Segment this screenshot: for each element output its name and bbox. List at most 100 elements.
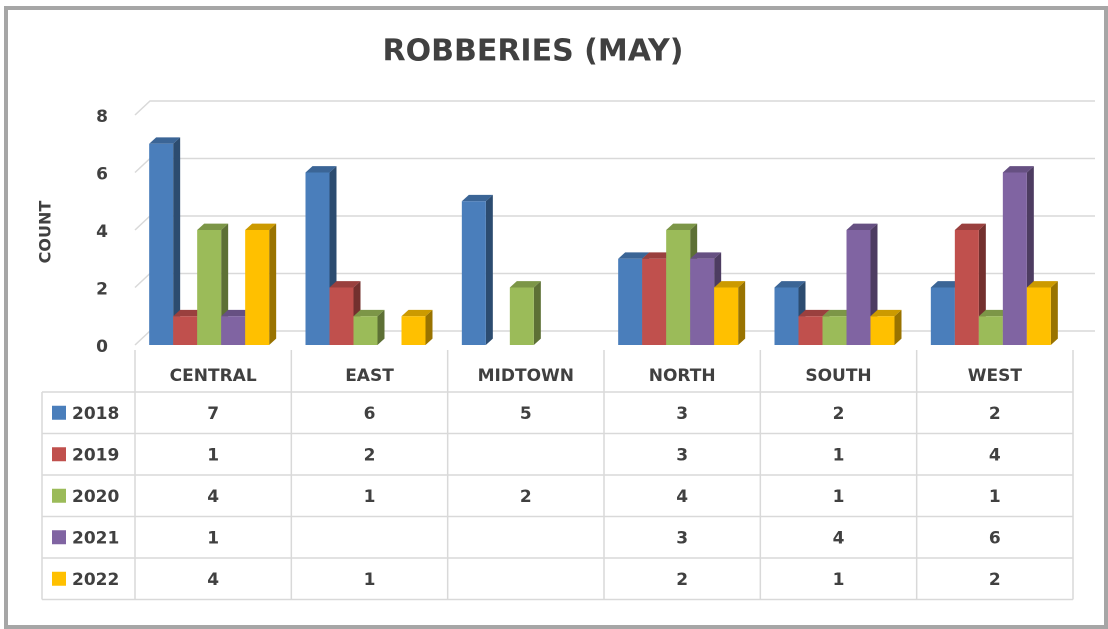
bar-top [509, 281, 541, 288]
chart-title: ROBBERIES (MAY) [383, 34, 684, 69]
table-cell: 2 [989, 570, 1001, 590]
bar-top [329, 281, 361, 288]
bar [353, 309, 385, 345]
bar-front [509, 287, 534, 345]
table-cell: 4 [676, 487, 688, 507]
bar-top [714, 281, 746, 288]
bar-front [774, 287, 799, 345]
bar [774, 281, 806, 345]
bar-front [461, 201, 486, 345]
bar [954, 223, 986, 345]
legend-label: 2018 [72, 404, 119, 424]
table-cell: 2 [676, 570, 688, 590]
bar-top [870, 309, 902, 317]
bar-top [353, 309, 385, 317]
bar-top [245, 223, 277, 230]
legend-key [52, 447, 66, 462]
grid-line [134, 100, 1095, 116]
y-tick-label: 4 [96, 222, 108, 242]
bar-front [329, 287, 354, 345]
table-cell: 1 [989, 487, 1001, 507]
table-cell: 7 [207, 404, 219, 424]
bar-front [642, 258, 667, 345]
table-cell: 3 [676, 404, 688, 424]
legend-label: 2019 [72, 445, 119, 465]
bar-front [930, 287, 955, 345]
y-tick-label: 6 [96, 165, 108, 185]
bar-top [642, 252, 674, 259]
bar-top [690, 252, 722, 259]
bar-top [461, 194, 493, 202]
bar [245, 223, 277, 345]
bar [401, 309, 433, 345]
bar-top [305, 166, 337, 173]
bar-front [245, 230, 270, 345]
x-tick-label: NORTH [649, 366, 716, 386]
bar [870, 309, 902, 345]
x-tick-label: SOUTH [805, 366, 871, 386]
bar-front [353, 316, 378, 345]
bar-top [173, 309, 205, 317]
legend-key [52, 530, 66, 545]
table-cell: 1 [207, 528, 219, 548]
table-cell: 6 [989, 528, 1001, 548]
bar-top [978, 309, 1010, 317]
bar-top [618, 252, 650, 259]
bar-top [798, 309, 830, 317]
table-cell: 1 [833, 487, 845, 507]
x-tick-label: MIDTOWN [478, 366, 574, 386]
bar-front [822, 316, 847, 345]
bar-front [221, 316, 246, 345]
bar [149, 137, 181, 345]
table-cell: 1 [364, 487, 376, 507]
bar-side [1050, 281, 1058, 345]
y-tick-label: 8 [96, 107, 108, 127]
legend-label: 2022 [72, 570, 119, 590]
x-tick-label: EAST [345, 366, 394, 386]
bar-top [221, 309, 253, 317]
bar [509, 281, 541, 345]
bar-front [870, 316, 895, 345]
y-tick-label: 2 [96, 280, 108, 300]
table-cell: 2 [989, 404, 1001, 424]
bar-front [798, 316, 823, 345]
table-cell: 2 [833, 404, 845, 424]
bar-side [894, 309, 902, 345]
y-axis-label: COUNT [36, 201, 55, 264]
table-cell: 4 [207, 487, 219, 507]
bar [461, 194, 493, 345]
bar-front [846, 230, 871, 345]
legend-label: 2021 [72, 528, 119, 548]
table-cell: 1 [833, 570, 845, 590]
bar-front [954, 230, 979, 345]
table-cell: 1 [833, 445, 845, 465]
bar-front [149, 143, 174, 345]
bar-side [173, 137, 181, 345]
bar-front [690, 258, 715, 345]
bar-top [1026, 281, 1058, 288]
bar-top [1002, 166, 1034, 173]
bar-side [738, 281, 746, 345]
bar-side [425, 309, 433, 345]
bar-front [1002, 172, 1027, 345]
table-cell: 1 [207, 445, 219, 465]
bar-top [401, 309, 433, 317]
bar-top [774, 281, 806, 288]
bar-front [401, 316, 426, 345]
bar-top [846, 223, 878, 230]
bar-top [149, 137, 181, 144]
legend-key [52, 488, 66, 503]
table-cell: 5 [520, 404, 532, 424]
bar-front [666, 230, 691, 345]
legend-key [52, 571, 66, 586]
bar-side [269, 223, 277, 345]
bar-front [305, 172, 330, 345]
bar [197, 223, 229, 345]
bar-top [197, 223, 229, 230]
bar-front [173, 316, 198, 345]
table-cell: 2 [364, 445, 376, 465]
bar-top [666, 223, 698, 230]
table-cell: 2 [520, 487, 532, 507]
table-cell: 4 [207, 570, 219, 590]
